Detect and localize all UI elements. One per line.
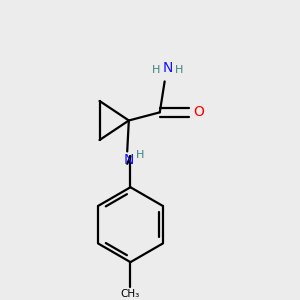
Text: N: N — [124, 153, 134, 166]
Text: CH₃: CH₃ — [121, 289, 140, 299]
Text: H: H — [136, 150, 144, 160]
Text: O: O — [193, 105, 204, 119]
Text: N: N — [163, 61, 173, 75]
Text: H: H — [152, 65, 161, 75]
Text: H: H — [175, 65, 184, 75]
